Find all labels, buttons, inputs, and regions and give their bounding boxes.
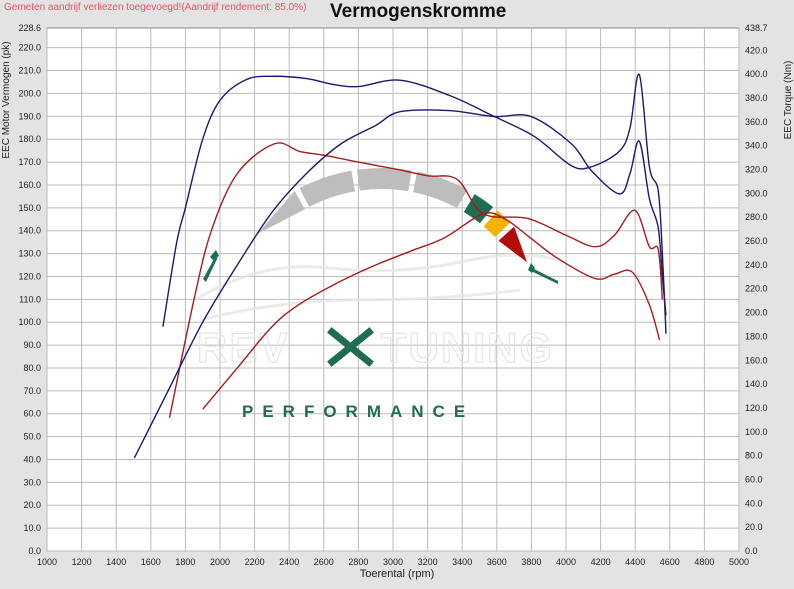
svg-text:130.0: 130.0: [18, 249, 41, 259]
svg-text:300.0: 300.0: [745, 188, 768, 198]
svg-text:160.0: 160.0: [745, 355, 768, 365]
svg-text:2600: 2600: [314, 557, 334, 567]
svg-text:210.0: 210.0: [18, 66, 41, 76]
svg-text:140.0: 140.0: [745, 379, 768, 389]
svg-text:50.0: 50.0: [23, 432, 41, 442]
svg-text:TUNING: TUNING: [381, 324, 554, 371]
svg-text:120.0: 120.0: [745, 403, 768, 413]
svg-text:2200: 2200: [245, 557, 265, 567]
svg-text:380.0: 380.0: [745, 93, 768, 103]
svg-text:140.0: 140.0: [18, 226, 41, 236]
svg-text:170.0: 170.0: [18, 157, 41, 167]
svg-text:400.0: 400.0: [745, 69, 768, 79]
svg-text:200.0: 200.0: [745, 308, 768, 318]
svg-text:180.0: 180.0: [18, 134, 41, 144]
svg-text:90.0: 90.0: [23, 340, 41, 350]
svg-text:0.0: 0.0: [28, 546, 41, 556]
svg-text:0.0: 0.0: [745, 546, 758, 556]
svg-text:4600: 4600: [660, 557, 680, 567]
svg-text:420.0: 420.0: [745, 45, 768, 55]
svg-text:100.0: 100.0: [745, 427, 768, 437]
svg-text:3400: 3400: [452, 557, 472, 567]
svg-text:260.0: 260.0: [745, 236, 768, 246]
svg-text:10.0: 10.0: [23, 523, 41, 533]
svg-text:80.0: 80.0: [745, 451, 763, 461]
svg-text:60.0: 60.0: [23, 409, 41, 419]
svg-text:228.6: 228.6: [18, 23, 41, 33]
svg-text:1400: 1400: [106, 557, 126, 567]
svg-text:3800: 3800: [521, 557, 541, 567]
svg-text:70.0: 70.0: [23, 386, 41, 396]
svg-text:3600: 3600: [487, 557, 507, 567]
svg-text:200.0: 200.0: [18, 88, 41, 98]
svg-text:4800: 4800: [694, 557, 714, 567]
svg-text:60.0: 60.0: [745, 474, 763, 484]
svg-text:1800: 1800: [175, 557, 195, 567]
svg-text:80.0: 80.0: [23, 363, 41, 373]
svg-text:5000: 5000: [729, 557, 749, 567]
svg-text:30.0: 30.0: [23, 477, 41, 487]
svg-text:4200: 4200: [591, 557, 611, 567]
svg-text:3200: 3200: [418, 557, 438, 567]
svg-text:PERFORMANCE: PERFORMANCE: [242, 402, 474, 421]
svg-text:2400: 2400: [279, 557, 299, 567]
svg-text:110.0: 110.0: [19, 294, 41, 304]
svg-text:4000: 4000: [556, 557, 576, 567]
svg-text:3000: 3000: [383, 557, 403, 567]
svg-text:280.0: 280.0: [745, 212, 768, 222]
svg-text:2000: 2000: [210, 557, 230, 567]
svg-text:40.0: 40.0: [745, 498, 763, 508]
svg-text:360.0: 360.0: [745, 117, 768, 127]
svg-text:120.0: 120.0: [18, 271, 41, 281]
svg-text:4400: 4400: [625, 557, 645, 567]
svg-text:180.0: 180.0: [745, 331, 768, 341]
svg-text:100.0: 100.0: [18, 317, 41, 327]
svg-text:220.0: 220.0: [745, 284, 768, 294]
svg-text:160.0: 160.0: [18, 180, 41, 190]
svg-text:240.0: 240.0: [745, 260, 768, 270]
svg-text:REV: REV: [197, 324, 289, 371]
svg-text:320.0: 320.0: [745, 165, 768, 175]
svg-text:220.0: 220.0: [18, 43, 41, 53]
svg-text:1000: 1000: [37, 557, 57, 567]
svg-text:150.0: 150.0: [18, 203, 41, 213]
svg-text:190.0: 190.0: [18, 111, 41, 121]
svg-text:438.7: 438.7: [745, 23, 768, 33]
svg-text:1600: 1600: [141, 557, 161, 567]
svg-text:340.0: 340.0: [745, 141, 768, 151]
svg-text:40.0: 40.0: [23, 454, 41, 464]
svg-text:20.0: 20.0: [745, 522, 763, 532]
svg-text:2800: 2800: [348, 557, 368, 567]
svg-text:20.0: 20.0: [23, 500, 41, 510]
svg-text:1200: 1200: [72, 557, 92, 567]
